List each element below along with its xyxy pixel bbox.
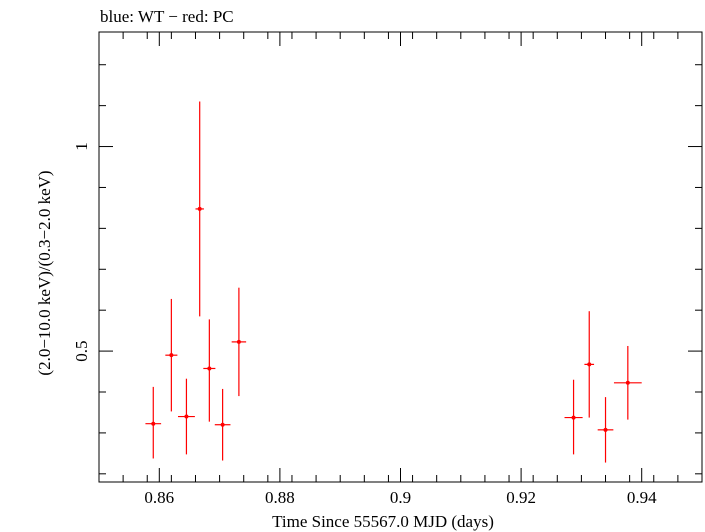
x-tick-label: 0.92	[506, 488, 536, 507]
data-point	[165, 298, 178, 412]
x-minor-ticks	[122, 32, 679, 482]
point-marker	[169, 353, 174, 358]
point-marker	[207, 366, 212, 371]
data-point	[214, 388, 231, 461]
y-tick-label: 1	[72, 142, 91, 151]
point-marker	[151, 421, 156, 426]
data-points	[145, 101, 642, 463]
point-marker	[603, 427, 608, 432]
point-marker	[571, 415, 576, 420]
data-point	[231, 287, 247, 397]
y-tick-label: 0.5	[72, 340, 91, 361]
x-tick-label: 0.9	[390, 488, 411, 507]
point-marker	[184, 414, 189, 419]
data-point	[195, 101, 204, 317]
data-point	[145, 386, 162, 459]
data-point	[584, 311, 595, 418]
point-marker	[197, 206, 202, 211]
x-axis-ticks: 0.86 0.88 0.9 0.92 0.94	[144, 32, 657, 507]
y-axis-ticks: 0.51	[72, 142, 702, 362]
x-tick-label: 0.86	[144, 488, 174, 507]
y-axis-label: (2.0−10.0 keV)/(0.3−2.0 keV)	[35, 170, 54, 375]
point-marker	[220, 422, 225, 427]
chart-title: blue: WT − red: PC	[100, 7, 234, 26]
x-tick-label: 0.88	[265, 488, 295, 507]
y-minor-ticks	[99, 64, 702, 475]
data-point	[613, 345, 642, 420]
point-marker	[587, 362, 592, 367]
x-axis-label: Time Since 55567.0 MJD (days)	[272, 512, 494, 531]
data-point	[564, 379, 583, 455]
point-marker	[236, 339, 241, 344]
data-point	[203, 319, 216, 422]
plot-frame	[98, 31, 703, 483]
data-point	[597, 397, 614, 463]
data-point	[177, 378, 195, 455]
x-tick-label: 0.94	[627, 488, 657, 507]
point-marker	[625, 380, 630, 385]
